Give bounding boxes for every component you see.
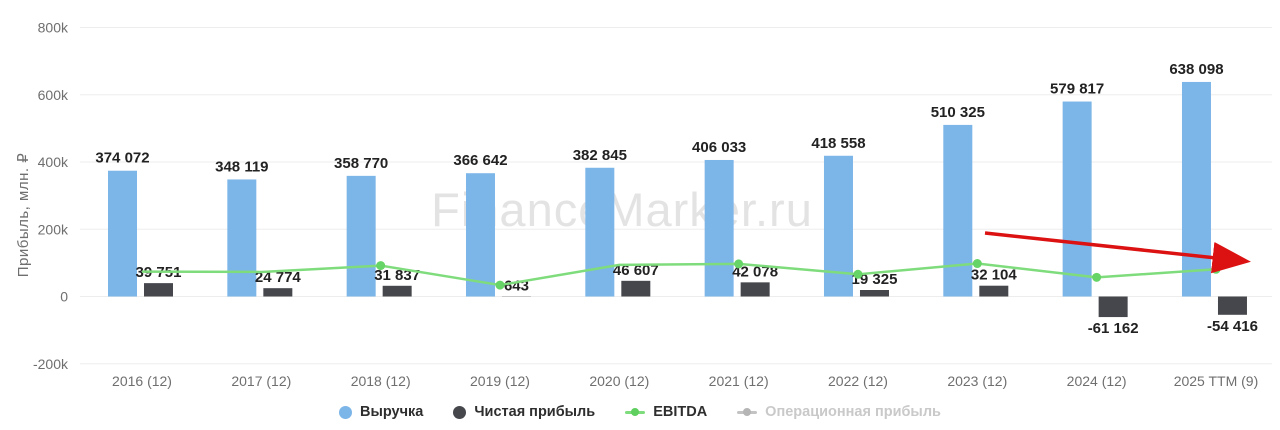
revenue-bar[interactable]: [1181, 81, 1211, 297]
legend-item-label: Выручка: [360, 404, 424, 420]
revenue-value-label: 374 072: [95, 150, 149, 167]
legend-item-label: EBITDA: [653, 404, 708, 420]
revenue-bar[interactable]: [823, 155, 853, 297]
x-axis-label: 2017 (12): [231, 373, 291, 389]
legend-item-net-profit[interactable]: Чистая прибыль: [453, 404, 595, 420]
x-axis-label: 2019 (12): [470, 373, 530, 389]
net-profit-value-label: 32 104: [971, 267, 1018, 284]
revenue-value-label: 382 845: [573, 147, 627, 164]
revenue-bar[interactable]: [227, 179, 257, 297]
ebitda-point[interactable]: [972, 259, 982, 269]
y-tick-label: 800k: [38, 20, 69, 36]
revenue-value-label: 358 770: [334, 155, 388, 172]
net-profit-value-label: -61 162: [1088, 320, 1139, 337]
net-profit-bar[interactable]: [1217, 296, 1247, 315]
net-profit-series-marker-icon: [453, 405, 467, 419]
legend: Выручка Чистая прибыль EBITDA Операционная …: [0, 404, 1280, 420]
revenue-bar[interactable]: [585, 167, 615, 297]
x-axis-label: 2018 (12): [351, 373, 411, 389]
net-profit-bar[interactable]: [382, 285, 412, 297]
revenue-bar[interactable]: [108, 170, 137, 297]
revenue-value-label: 579 817: [1050, 81, 1104, 98]
net-profit-bar[interactable]: [979, 285, 1009, 297]
legend-item-label: Операционная прибыль: [765, 404, 941, 420]
ebitda-line[interactable]: [141, 262, 1217, 287]
x-axis-label: 2025 TTM (9): [1174, 373, 1259, 389]
revenue-bar[interactable]: [1062, 101, 1092, 297]
y-tick-label: -200k: [33, 356, 69, 372]
revenue-value-label: 406 033: [692, 139, 746, 156]
revenue-bar[interactable]: [346, 175, 376, 297]
revenue-bar[interactable]: [943, 124, 973, 297]
revenue-value-label: 348 119: [215, 158, 268, 175]
legend-item-revenue[interactable]: Выручка: [339, 404, 423, 420]
net-profit-bar[interactable]: [144, 283, 173, 297]
x-axis-label: 2023 (12): [947, 373, 1007, 389]
net-profit-bar[interactable]: [1098, 296, 1128, 318]
net-profit-value-label: 19 325: [852, 271, 898, 288]
trend-arrow-annotation: [984, 231, 1251, 274]
series-group: 374 072 348 119 358 770 366 642 382 845 406 0…: [95, 61, 1258, 389]
revenue-value-label: 510 325: [931, 104, 985, 121]
y-tick-label: 600k: [38, 87, 69, 103]
x-axis-label: 2022 (12): [828, 373, 888, 389]
x-axis-label: 2020 (12): [589, 373, 649, 389]
ebitda-series-marker-icon: [625, 406, 646, 419]
x-axis-label: 2021 (12): [709, 373, 769, 389]
revenue-series-marker-icon: [339, 405, 353, 419]
x-axis-label: 2024 (12): [1067, 373, 1127, 389]
revenue-value-label: 638 098: [1169, 61, 1223, 78]
revenue-value-label: 418 558: [811, 135, 865, 152]
ebitda-point[interactable]: [1092, 272, 1102, 282]
revenue-bar[interactable]: [704, 159, 734, 297]
legend-item-ebitda[interactable]: EBITDA: [625, 404, 707, 420]
legend-item-label: Чистая прибыль: [474, 404, 596, 420]
net-profit-bar[interactable]: [859, 290, 889, 297]
ebitda-point[interactable]: [853, 269, 863, 279]
ebitda-point[interactable]: [495, 280, 505, 290]
net-profit-bar[interactable]: [621, 280, 651, 297]
revenue-value-label: 366 642: [453, 152, 507, 169]
ebitda-point[interactable]: [734, 259, 744, 269]
y-tick-label: 0: [60, 289, 68, 305]
y-tick-label: 400k: [38, 154, 69, 170]
net-profit-value-label: 24 774: [255, 269, 302, 286]
net-profit-value-label: 42 078: [732, 263, 778, 280]
net-profit-value-label: -54 416: [1207, 318, 1258, 335]
x-axis-label: 2016 (12): [112, 373, 172, 389]
net-profit-bar[interactable]: [263, 288, 293, 297]
ebitda-point[interactable]: [376, 261, 386, 271]
operating-profit-series-marker-icon: [737, 406, 758, 419]
revenue-bar[interactable]: [465, 173, 495, 297]
net-profit-bar[interactable]: [740, 282, 770, 297]
ebitda-point[interactable]: [1211, 264, 1221, 274]
gridlines-group: 800k 600k 400k 200k 0 -200k: [33, 20, 1272, 372]
legend-item-operating-profit[interactable]: Операционная прибыль: [737, 404, 941, 420]
y-tick-label: 200k: [38, 221, 69, 237]
